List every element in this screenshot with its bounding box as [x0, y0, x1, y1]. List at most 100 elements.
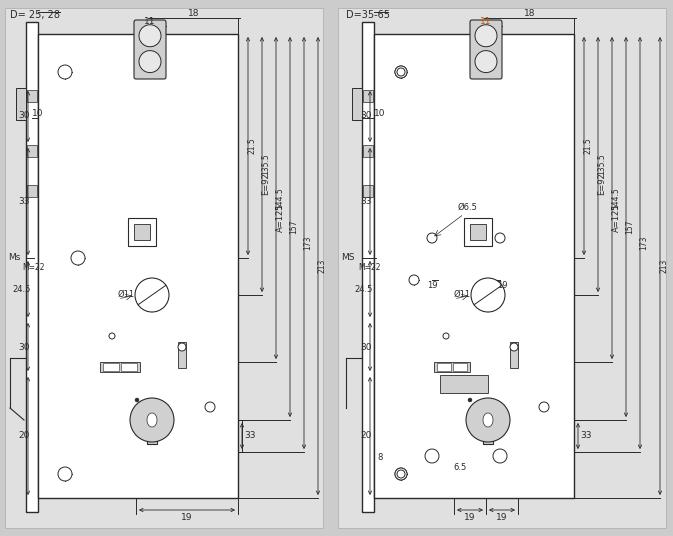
- Bar: [483, 420, 493, 444]
- Circle shape: [397, 470, 405, 478]
- Circle shape: [58, 65, 72, 79]
- Bar: [103, 363, 119, 371]
- Bar: [16, 88, 26, 120]
- Circle shape: [471, 278, 505, 312]
- Bar: [453, 363, 467, 371]
- Circle shape: [395, 66, 407, 78]
- Text: 19: 19: [464, 512, 476, 522]
- Bar: [100, 362, 140, 372]
- Bar: [362, 22, 374, 512]
- Bar: [178, 342, 186, 368]
- Text: D=35-65: D=35-65: [346, 10, 390, 20]
- Text: 10: 10: [32, 109, 44, 118]
- Text: 24.5: 24.5: [355, 285, 374, 294]
- Text: 19: 19: [181, 512, 192, 522]
- Text: 33: 33: [580, 431, 592, 441]
- Text: 213: 213: [660, 259, 668, 273]
- Text: 10: 10: [374, 109, 386, 118]
- Text: Ø11: Ø11: [118, 290, 135, 299]
- Circle shape: [139, 50, 161, 72]
- Text: D= 25, 28: D= 25, 28: [10, 10, 60, 20]
- Bar: [363, 90, 373, 102]
- Circle shape: [397, 68, 405, 76]
- Text: 30: 30: [360, 111, 371, 121]
- Bar: [27, 145, 37, 157]
- Circle shape: [510, 343, 518, 351]
- Bar: [38, 34, 238, 498]
- Ellipse shape: [483, 413, 493, 427]
- Text: A=125: A=125: [612, 204, 621, 232]
- Bar: [147, 420, 157, 444]
- Bar: [121, 363, 137, 371]
- Text: 135.5: 135.5: [262, 154, 271, 175]
- Text: 33: 33: [18, 197, 30, 205]
- Text: 144.5: 144.5: [275, 187, 285, 209]
- Text: Ø11: Ø11: [454, 290, 471, 299]
- Circle shape: [205, 402, 215, 412]
- Bar: [363, 145, 373, 157]
- Text: 157: 157: [289, 220, 299, 234]
- Text: 18: 18: [524, 10, 536, 19]
- Circle shape: [395, 468, 407, 480]
- Text: 30: 30: [18, 111, 30, 121]
- Text: 18: 18: [188, 10, 200, 19]
- Text: 30: 30: [18, 343, 30, 352]
- Bar: [27, 185, 37, 197]
- Text: E=92: E=92: [598, 173, 606, 196]
- Text: 21.5: 21.5: [248, 138, 256, 154]
- Text: 20: 20: [360, 431, 371, 441]
- Bar: [374, 34, 574, 498]
- Bar: [134, 224, 150, 240]
- Bar: [470, 224, 486, 240]
- Circle shape: [130, 398, 174, 442]
- Circle shape: [475, 25, 497, 47]
- Circle shape: [539, 402, 549, 412]
- Circle shape: [71, 251, 85, 265]
- Text: 8: 8: [378, 453, 383, 463]
- Text: 144.5: 144.5: [612, 187, 621, 209]
- Circle shape: [475, 50, 497, 72]
- Circle shape: [109, 333, 115, 339]
- Text: Ø6.5: Ø6.5: [458, 203, 478, 212]
- Bar: [437, 363, 451, 371]
- Circle shape: [466, 398, 510, 442]
- Text: 21.5: 21.5: [583, 138, 592, 154]
- Bar: [440, 375, 488, 393]
- Circle shape: [178, 343, 186, 351]
- Bar: [464, 218, 492, 246]
- Text: 33: 33: [360, 197, 371, 205]
- Text: M=22: M=22: [358, 264, 380, 272]
- Text: 135.5: 135.5: [598, 154, 606, 175]
- Text: 11: 11: [481, 18, 492, 26]
- Bar: [510, 342, 518, 368]
- Circle shape: [135, 278, 169, 312]
- Bar: [26, 22, 38, 512]
- Circle shape: [493, 449, 507, 463]
- Text: 157: 157: [625, 220, 635, 234]
- Text: 11: 11: [144, 18, 155, 26]
- Text: 20: 20: [18, 431, 30, 441]
- Bar: [352, 88, 362, 120]
- Circle shape: [495, 233, 505, 243]
- Text: Ms: Ms: [8, 254, 20, 263]
- Circle shape: [468, 398, 472, 402]
- Text: A=125: A=125: [275, 204, 285, 232]
- Text: 30: 30: [360, 343, 371, 352]
- Circle shape: [443, 333, 449, 339]
- Bar: [27, 90, 37, 102]
- Text: 24.5: 24.5: [13, 285, 31, 294]
- Circle shape: [395, 468, 407, 480]
- Circle shape: [58, 467, 72, 481]
- Text: 213: 213: [318, 259, 326, 273]
- Text: 19: 19: [497, 281, 507, 291]
- Bar: [128, 218, 156, 246]
- Bar: [5, 8, 323, 528]
- Circle shape: [425, 449, 439, 463]
- Text: 173: 173: [304, 236, 312, 250]
- Text: 173: 173: [639, 236, 649, 250]
- Text: 33: 33: [244, 431, 256, 441]
- Circle shape: [135, 398, 139, 402]
- Text: E=92: E=92: [262, 173, 271, 196]
- Circle shape: [139, 25, 161, 47]
- Text: M=22: M=22: [22, 264, 44, 272]
